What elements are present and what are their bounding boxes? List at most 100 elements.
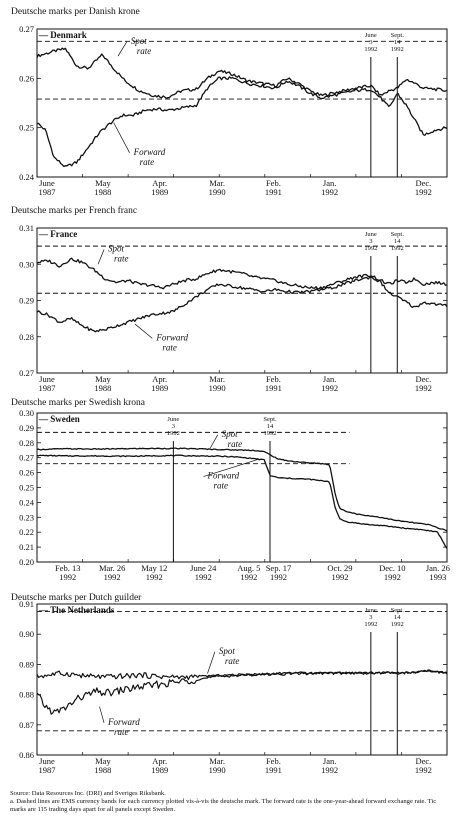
y-tick-label: 0.30 <box>19 408 34 418</box>
y-tick-label: 0.25 <box>19 123 34 133</box>
x-tick-label: 1991 <box>265 383 282 393</box>
x-tick-label: May <box>95 178 111 188</box>
y-tick-label: 0.23 <box>19 512 34 522</box>
series-label-leader <box>117 41 128 57</box>
x-tick-label: 1992 <box>415 187 432 197</box>
x-tick-label: 1992 <box>331 572 348 582</box>
x-tick-label: Jan. <box>323 178 336 188</box>
series-label-leader <box>203 458 259 477</box>
x-tick-label: Dec. <box>416 374 432 384</box>
panel-title: — The Netherlands <box>38 605 115 615</box>
x-tick-label: Feb. <box>266 178 281 188</box>
plot-frame <box>36 603 448 756</box>
series-label: Spot <box>108 244 125 254</box>
x-tick-label: 1992 <box>321 383 338 393</box>
x-tick-label: Dec. 10 <box>379 563 405 573</box>
x-tick-label: 1992 <box>384 572 401 582</box>
series-label-leader <box>207 651 216 674</box>
event-label: June <box>167 416 179 423</box>
y-tick-label: 0.21 <box>19 542 34 552</box>
x-tick-label: Apr. <box>152 178 167 188</box>
x-tick-label: Apr. <box>152 374 167 384</box>
x-tick-label: Feb. <box>266 756 281 766</box>
event-label: Sept. <box>391 231 405 238</box>
series-line <box>36 276 448 333</box>
plot-frame <box>36 412 448 563</box>
y-tick-label: 0.90 <box>19 629 34 639</box>
x-tick-label: 1988 <box>94 383 111 393</box>
series-line <box>36 447 448 532</box>
x-tick-label: 1992 <box>146 572 163 582</box>
y-tick-label: 0.27 <box>19 453 34 463</box>
event-label: 3 <box>369 238 372 245</box>
series-label-leader <box>210 434 218 449</box>
event-label: 14 <box>267 423 274 430</box>
x-tick-label: 1988 <box>94 187 111 197</box>
x-tick-label: 1992 <box>270 572 287 582</box>
x-tick-label: 1992 <box>321 765 338 775</box>
x-tick-label: Feb. <box>266 374 281 384</box>
y-tick-label: 0.87 <box>19 720 34 730</box>
chart-panel-3: Deutsche marks per Dutch guilder — The Ne… <box>11 593 448 775</box>
x-tick-label: June <box>39 178 55 188</box>
event-label: 1992 <box>391 621 404 628</box>
chart-header: Deutsche marks per French franc <box>11 205 137 216</box>
x-tick-label: 1991 <box>265 187 282 197</box>
event-label: Sept. <box>391 32 405 39</box>
series-label: Forward <box>107 717 140 727</box>
x-tick-label: 1992 <box>195 572 212 582</box>
y-tick-label: 0.28 <box>19 438 34 448</box>
event-label: 3 <box>369 39 372 46</box>
event-label: 3 <box>172 423 175 430</box>
x-tick-label: Aug. 5 <box>237 563 260 573</box>
series-label-leader <box>113 122 130 153</box>
x-tick-label: Apr. <box>152 756 167 766</box>
series-label: rate <box>140 157 155 167</box>
x-tick-label: 1989 <box>151 383 168 393</box>
y-tick-label: 0.26 <box>19 73 34 83</box>
series-line <box>36 47 448 99</box>
x-tick-label: Sep. 17 <box>266 563 292 573</box>
x-tick-label: 1992 <box>415 383 432 393</box>
series-label: Forward <box>206 471 239 481</box>
x-tick-label: 1990 <box>209 383 226 393</box>
x-tick-label: 1991 <box>265 765 282 775</box>
y-tick-label: 0.88 <box>19 690 34 700</box>
y-tick-label: 0.25 <box>19 483 34 493</box>
x-tick-label: Mar. 26 <box>99 563 125 573</box>
series-label: rate <box>137 46 152 56</box>
y-tick-label: 0.91 <box>19 599 34 609</box>
x-tick-label: 1992 <box>59 572 76 582</box>
x-tick-label: Feb. 13 <box>55 563 81 573</box>
y-tick-label: 0.20 <box>19 557 34 567</box>
series-line <box>37 454 448 550</box>
x-tick-label: 1990 <box>209 187 226 197</box>
event-label: Sept. <box>263 416 277 423</box>
x-tick-label: June 24 <box>190 563 217 573</box>
x-tick-label: May 12 <box>141 563 167 573</box>
series-line <box>36 76 448 168</box>
x-tick-label: 1987 <box>38 383 55 393</box>
x-tick-label: Jan. <box>323 756 336 766</box>
event-label: June <box>365 32 377 39</box>
x-tick-label: 1989 <box>151 765 168 775</box>
footnote: a. Dashed lines are EMS currency bands f… <box>10 798 437 813</box>
chart-header: Deutsche marks per Danish krone <box>11 7 140 17</box>
chart-header: Deutsche marks per Dutch guilder <box>11 593 142 603</box>
y-tick-label: 0.31 <box>19 223 34 233</box>
y-tick-label: 0.89 <box>19 659 34 669</box>
series-label: Forward <box>155 332 188 342</box>
y-tick-label: 0.27 <box>19 24 34 34</box>
y-tick-label: 0.29 <box>19 423 34 433</box>
plot-frame <box>36 227 448 374</box>
y-tick-label: 0.22 <box>19 527 34 537</box>
y-tick-label: 0.86 <box>19 750 34 760</box>
event-label: 1992 <box>391 245 404 252</box>
panel-title: — France <box>38 229 77 239</box>
x-tick-label: 1992 <box>415 765 432 775</box>
x-tick-label: 1989 <box>151 187 168 197</box>
series-label: Forward <box>133 147 166 157</box>
x-tick-label: Mar. <box>209 178 225 188</box>
event-label: 1992 <box>167 430 180 437</box>
x-tick-label: May <box>95 756 111 766</box>
